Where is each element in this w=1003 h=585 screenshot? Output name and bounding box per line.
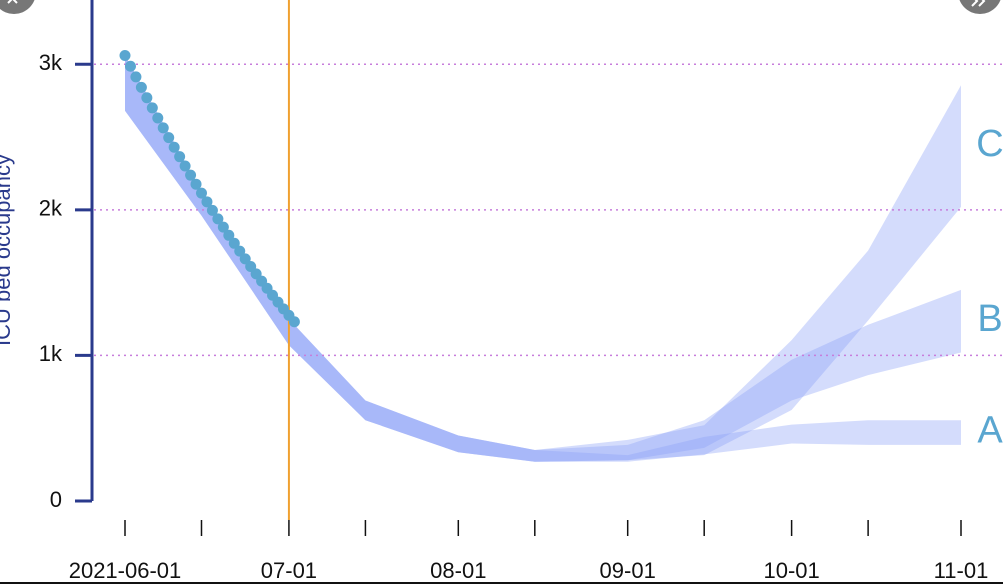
observed-point: [206, 204, 218, 216]
observed-point: [195, 187, 207, 199]
observed-point: [119, 50, 131, 61]
series-label: A: [977, 410, 1003, 452]
observed-point: [146, 102, 158, 114]
y-tick-label: 1k: [39, 341, 63, 366]
observed-point: [174, 151, 186, 163]
observed-point: [185, 169, 197, 181]
close-button-circle: [0, 0, 35, 14]
observed-point: [228, 237, 240, 249]
close-button[interactable]: [0, 0, 36, 14]
bands: [125, 55, 961, 462]
series-label: B: [977, 298, 1002, 340]
observed-point: [288, 316, 300, 328]
observed-point: [234, 245, 246, 257]
expand-button-circle: [959, 0, 1001, 14]
observed-point: [124, 60, 136, 72]
observed-point: [217, 221, 229, 233]
observed-point: [212, 213, 224, 225]
observed-point: [190, 178, 202, 190]
observed-point: [223, 229, 235, 241]
observed-point: [157, 122, 169, 134]
x-tick-label: 09-01: [600, 558, 656, 583]
expand-icon: [971, 0, 986, 7]
x-tick-label: 07-01: [261, 558, 317, 583]
observed-point: [141, 92, 153, 104]
y-tick-label: 2k: [39, 196, 63, 221]
y-tick-label: 0: [50, 487, 62, 512]
x-tick-label: 11-01: [934, 558, 989, 583]
x-tick-label: 10-01: [763, 558, 819, 583]
observed-point: [179, 160, 191, 172]
observed-point: [135, 81, 147, 93]
observed-point: [130, 71, 142, 83]
observed-point: [163, 132, 175, 144]
observed-point: [201, 196, 213, 208]
observed-point: [168, 141, 180, 153]
observed-point: [239, 253, 251, 265]
series-label: C: [976, 123, 1003, 165]
expand-button[interactable]: [958, 0, 1002, 14]
y-tick-label: 3k: [39, 50, 63, 75]
y-axis-label: ICU bed occupancy: [0, 154, 15, 346]
observed-point: [152, 112, 164, 124]
x-tick-label: 2021-06-01: [69, 558, 182, 583]
x-tick-label: 08-01: [430, 558, 486, 583]
scenario-band: [125, 55, 961, 462]
close-icon: [7, 0, 18, 4]
